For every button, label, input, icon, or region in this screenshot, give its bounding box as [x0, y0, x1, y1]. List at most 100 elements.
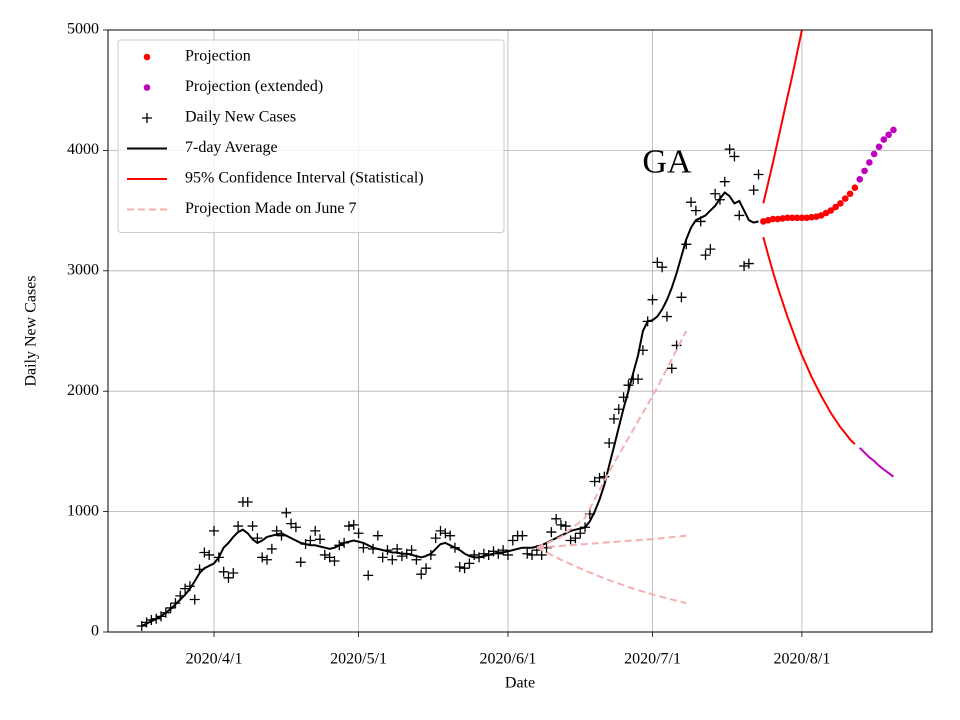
projection-dot	[866, 159, 873, 166]
case-marker	[608, 413, 619, 424]
case-marker	[522, 548, 533, 559]
case-marker	[652, 257, 663, 268]
projection-line	[536, 330, 688, 549]
legend-label: Projection Made on June 7	[185, 200, 357, 217]
case-marker	[753, 169, 764, 180]
case-marker	[690, 205, 701, 216]
case-marker	[676, 292, 687, 303]
x-tick-label: 2020/7/1	[624, 651, 681, 668]
legend-label: 7-day Average	[185, 139, 278, 156]
case-marker	[464, 558, 475, 569]
projection-dot	[846, 190, 854, 198]
case-marker	[262, 554, 273, 565]
legend-label: 95% Confidence Interval (Statistical)	[185, 170, 424, 187]
case-marker	[613, 404, 624, 415]
case-marker	[223, 572, 234, 583]
legend-label: Daily New Cases	[185, 109, 296, 126]
case-marker	[546, 527, 557, 538]
y-tick-label: 5000	[67, 21, 99, 38]
projection-dot	[788, 214, 796, 222]
x-tick-label: 2020/5/1	[330, 651, 387, 668]
plot-area	[136, 30, 897, 631]
case-marker	[440, 528, 451, 539]
projection-dot	[837, 200, 844, 207]
case-marker	[209, 525, 220, 536]
case-marker	[295, 557, 306, 568]
case-marker	[363, 570, 374, 581]
case-marker	[748, 185, 759, 196]
projection-line	[536, 534, 687, 549]
case-marker	[406, 545, 417, 556]
case-marker	[536, 549, 547, 560]
case-marker	[527, 549, 538, 560]
legend-label: Projection (extended)	[185, 78, 323, 95]
projection-dot	[870, 150, 878, 158]
case-marker	[560, 521, 571, 532]
projection-dot	[832, 203, 839, 211]
case-marker	[705, 244, 716, 255]
projection-dot	[827, 207, 835, 214]
case-marker	[416, 569, 427, 580]
x-tick-label: 2020/4/1	[186, 651, 243, 668]
case-marker	[647, 294, 658, 305]
case-marker	[570, 533, 581, 544]
projection-dot	[841, 195, 849, 202]
case-marker	[445, 530, 456, 541]
case-marker	[724, 144, 735, 155]
case-marker	[507, 535, 518, 546]
case-marker	[555, 519, 566, 530]
case-marker	[353, 528, 364, 539]
interval-line	[858, 447, 895, 478]
y-tick-label: 4000	[67, 141, 99, 158]
case-marker	[377, 552, 388, 563]
legend-label: Projection	[185, 48, 251, 65]
case-marker	[430, 533, 441, 544]
x-tick-label: 2020/8/1	[773, 651, 830, 668]
y-tick-label: 2000	[67, 382, 99, 399]
legend-marker	[142, 113, 152, 123]
case-marker	[657, 262, 668, 273]
projection-dot	[803, 214, 811, 222]
case-marker	[454, 561, 465, 572]
legend-marker	[143, 53, 151, 61]
axes: 0 1000 2000 3000 4000 5000 2020/4/1 2020/5/1 202…	[67, 21, 830, 668]
case-marker	[372, 530, 383, 541]
projection-dot	[880, 136, 888, 143]
case-marker	[343, 521, 354, 532]
case-marker	[604, 437, 615, 448]
case-marker	[551, 513, 562, 524]
case-marker	[281, 507, 292, 518]
case-marker	[729, 151, 740, 162]
projection-dot	[885, 131, 892, 139]
y-tick-label: 0	[91, 623, 99, 640]
case-marker	[180, 583, 191, 594]
case-marker	[310, 525, 321, 536]
annotation: GA	[642, 144, 692, 181]
case-marker	[252, 533, 263, 544]
x-tick-label: 2020/6/1	[480, 651, 537, 668]
case-marker	[266, 543, 277, 554]
case-marker	[421, 563, 432, 574]
case-marker	[387, 554, 398, 565]
case-marker	[218, 566, 229, 577]
y-tick-label: 3000	[67, 261, 99, 278]
case-marker	[257, 552, 268, 563]
projection-dot	[861, 167, 868, 175]
projection-dot	[793, 214, 801, 222]
projection-dot	[856, 175, 864, 183]
case-marker	[247, 521, 258, 532]
case-marker	[661, 311, 672, 322]
x-axis-label: Date	[505, 675, 535, 692]
legend-box	[117, 39, 505, 233]
case-marker	[734, 210, 745, 221]
series-line	[141, 191, 759, 627]
case-marker	[242, 496, 253, 507]
case-marker	[743, 258, 754, 269]
projection-dot	[808, 213, 815, 221]
case-marker	[666, 363, 677, 374]
projection-dot	[779, 215, 786, 222]
case-marker	[565, 535, 576, 546]
case-marker	[315, 534, 326, 545]
case-marker	[319, 549, 330, 560]
y-axis-label: Daily New Cases	[23, 275, 40, 386]
